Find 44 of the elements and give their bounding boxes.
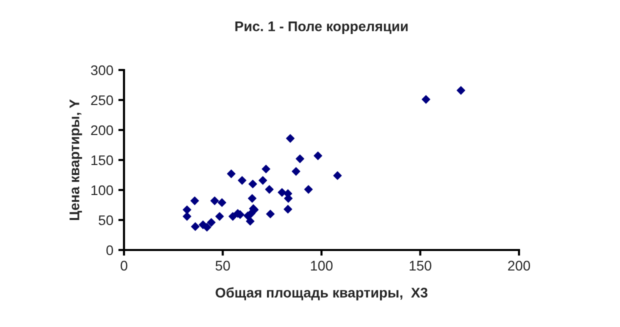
y-tick-label: 0 — [106, 245, 114, 256]
point — [258, 176, 268, 185]
point — [292, 167, 300, 176]
x-tick-label: 200 — [508, 260, 530, 271]
y-axis-title: Цена квартиры, Y — [70, 99, 82, 220]
point — [456, 86, 466, 95]
point — [278, 188, 286, 197]
point — [248, 180, 258, 188]
point — [284, 204, 292, 214]
y-tick-label: 250 — [91, 95, 114, 106]
x-tick-label: 150 — [410, 260, 432, 271]
point — [218, 198, 226, 207]
point — [190, 196, 199, 206]
point — [262, 164, 270, 174]
y-tick-label: 50 — [98, 215, 114, 226]
y-tick-label: 150 — [91, 155, 114, 166]
point — [286, 134, 295, 143]
chart-title: Рис. 1 - Поле корреляции — [235, 22, 408, 34]
point — [202, 222, 212, 232]
y-tick-label: 300 — [90, 65, 114, 76]
point — [304, 185, 313, 194]
x-tick-label: 100 — [310, 260, 333, 271]
point — [333, 171, 342, 180]
y-tick-label: 200 — [91, 125, 114, 136]
y-tick-label: 100 — [91, 185, 114, 196]
point — [422, 95, 430, 104]
point — [182, 212, 192, 221]
point — [238, 176, 246, 185]
point — [246, 216, 254, 226]
point — [265, 185, 274, 194]
point — [182, 206, 192, 214]
x-tick-label: 50 — [216, 260, 230, 271]
point — [314, 152, 322, 160]
point — [210, 196, 219, 206]
point — [226, 170, 236, 178]
point — [215, 212, 224, 221]
point — [248, 194, 256, 203]
point — [296, 154, 304, 164]
x-tick-label: 0 — [120, 260, 128, 271]
point — [207, 218, 216, 227]
point — [266, 210, 275, 218]
x-axis-title: Общая площадь квартиры, X3 — [216, 287, 428, 300]
point — [191, 222, 200, 231]
point — [228, 212, 238, 221]
